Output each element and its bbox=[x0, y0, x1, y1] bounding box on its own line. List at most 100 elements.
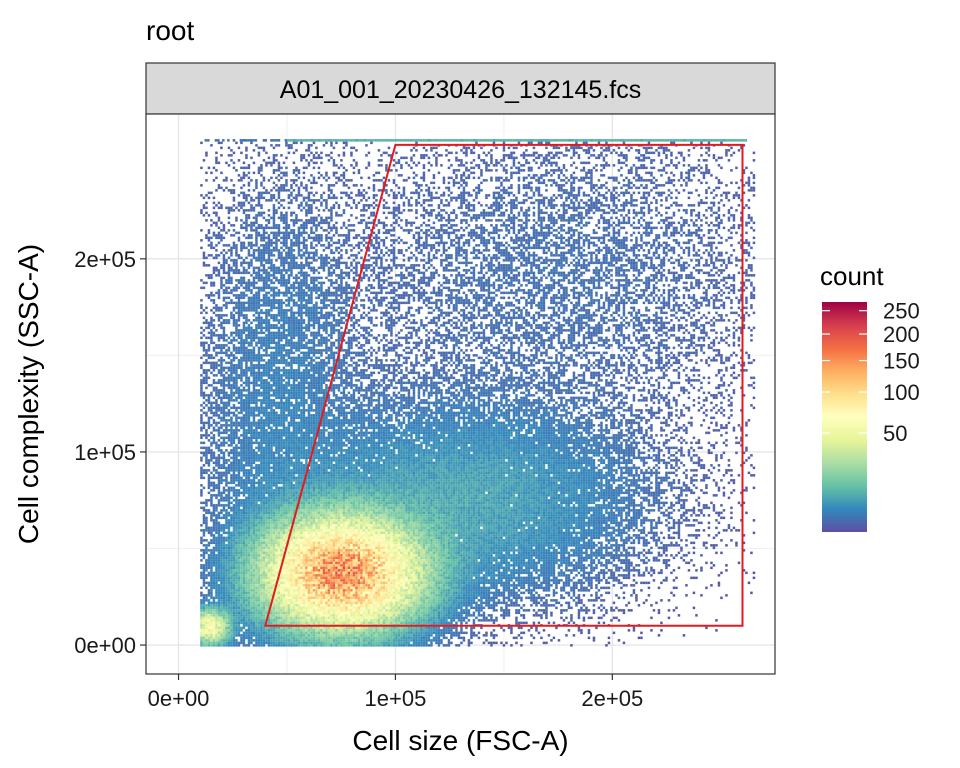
density-bin bbox=[240, 504, 243, 507]
density-bin bbox=[283, 532, 286, 535]
density-bin bbox=[228, 154, 231, 157]
density-bin bbox=[248, 324, 251, 327]
density-bin bbox=[205, 382, 208, 385]
density-bin bbox=[203, 609, 206, 612]
density-bin bbox=[228, 274, 231, 277]
density-bin bbox=[223, 604, 226, 607]
density-bin bbox=[205, 257, 208, 260]
density-bin bbox=[258, 529, 261, 532]
density-bin bbox=[215, 604, 218, 607]
density-bin bbox=[200, 489, 203, 492]
density-bin bbox=[270, 342, 273, 345]
density-bin bbox=[263, 337, 266, 340]
density-bin bbox=[265, 342, 268, 345]
density-bin bbox=[278, 197, 281, 200]
density-bin bbox=[280, 619, 283, 622]
density-bin bbox=[230, 489, 233, 492]
density-bin bbox=[268, 262, 271, 265]
density-bin bbox=[273, 567, 276, 570]
density-bin bbox=[218, 489, 221, 492]
density-bin bbox=[278, 597, 281, 600]
density-bin bbox=[210, 454, 213, 457]
density-bin bbox=[233, 359, 236, 362]
density-bin bbox=[283, 309, 286, 312]
density-bin bbox=[280, 552, 283, 555]
density-bin bbox=[263, 149, 266, 152]
density-bin bbox=[280, 614, 283, 617]
density-bin bbox=[203, 572, 206, 575]
density-bin bbox=[218, 542, 221, 545]
density-bin bbox=[285, 262, 288, 265]
density-bin bbox=[210, 612, 213, 615]
density-bin bbox=[275, 294, 278, 297]
density-bin bbox=[225, 272, 228, 275]
density-bin bbox=[258, 332, 261, 335]
density-bin bbox=[233, 597, 236, 600]
density-bin bbox=[275, 442, 278, 445]
density-bin bbox=[283, 584, 286, 587]
density-bin bbox=[213, 607, 216, 610]
density-bin bbox=[273, 499, 276, 502]
density-bin bbox=[208, 462, 211, 465]
density-bin bbox=[268, 234, 271, 237]
density-bin bbox=[245, 329, 248, 332]
density-bin bbox=[263, 339, 266, 342]
density-bin bbox=[203, 487, 206, 490]
density-bin bbox=[245, 424, 248, 427]
density-bin bbox=[238, 504, 241, 507]
density-bin bbox=[210, 384, 213, 387]
density-bin bbox=[225, 449, 228, 452]
density-bin bbox=[250, 492, 253, 495]
density-bin bbox=[268, 354, 271, 357]
density-bin bbox=[220, 537, 223, 540]
density-bin bbox=[233, 294, 236, 297]
density-bin bbox=[240, 502, 243, 505]
density-bin bbox=[248, 264, 251, 267]
density-bin bbox=[273, 249, 276, 252]
density-bin bbox=[258, 479, 261, 482]
density-bin bbox=[288, 332, 291, 335]
density-bin bbox=[228, 589, 231, 592]
density-bin bbox=[285, 509, 288, 512]
density-bin bbox=[278, 249, 281, 252]
density-bin bbox=[265, 249, 268, 252]
density-bin bbox=[215, 497, 218, 500]
density-bin bbox=[258, 599, 261, 602]
density-bin bbox=[233, 262, 236, 265]
density-bin bbox=[268, 287, 271, 290]
density-bin bbox=[255, 317, 258, 320]
density-bin bbox=[245, 439, 248, 442]
density-bin bbox=[215, 639, 218, 642]
density-bin bbox=[220, 534, 223, 537]
density-bin bbox=[278, 542, 281, 545]
density-bin bbox=[230, 462, 233, 465]
density-bin bbox=[265, 334, 268, 337]
density-bin bbox=[233, 264, 236, 267]
density-bin bbox=[255, 227, 258, 230]
density-bin bbox=[278, 169, 281, 172]
density-bin bbox=[240, 187, 243, 190]
density-bin bbox=[250, 517, 253, 520]
density-bin bbox=[285, 374, 288, 377]
density-bin bbox=[270, 307, 273, 310]
density-bin bbox=[265, 252, 268, 255]
density-bin bbox=[235, 467, 238, 470]
density-bin bbox=[253, 279, 256, 282]
density-bin bbox=[238, 629, 241, 632]
density-bin bbox=[283, 509, 286, 512]
density-bin bbox=[230, 534, 233, 537]
density-bin bbox=[215, 569, 218, 572]
density-bin bbox=[248, 502, 251, 505]
density-bin bbox=[275, 599, 278, 602]
density-bin bbox=[220, 409, 223, 412]
density-bin bbox=[270, 379, 273, 382]
density-bin bbox=[243, 642, 246, 645]
density-bin bbox=[288, 232, 291, 235]
density-bin bbox=[260, 524, 263, 527]
density-bin bbox=[213, 347, 216, 350]
density-bin bbox=[248, 177, 251, 180]
density-bin bbox=[283, 522, 286, 525]
density-bin bbox=[225, 594, 228, 597]
density-bin bbox=[275, 209, 278, 212]
density-bin bbox=[230, 154, 233, 157]
